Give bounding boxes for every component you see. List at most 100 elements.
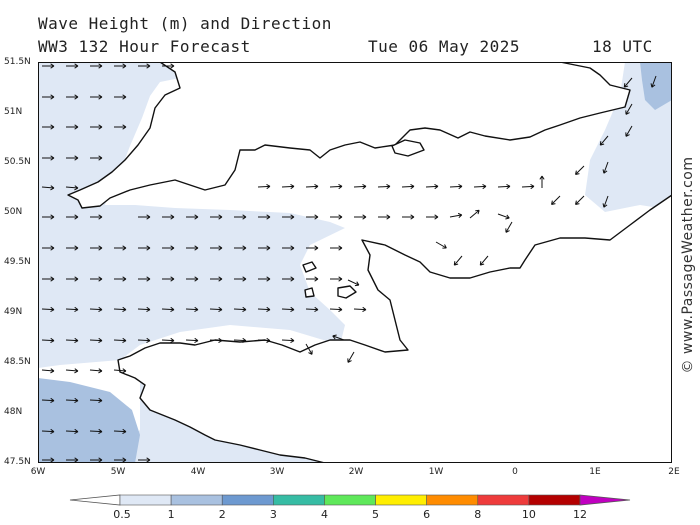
- lat-label: 51N: [4, 107, 23, 117]
- wave-direction-arrow: [90, 155, 103, 161]
- wave-direction-arrow: [330, 245, 343, 251]
- wave-direction-arrow: [66, 214, 79, 220]
- wave-direction-arrow: [453, 255, 463, 266]
- wave-direction-arrow: [114, 276, 127, 282]
- wave-direction-arrow: [161, 306, 175, 313]
- wave-direction-arrow: [138, 457, 151, 463]
- wave-direction-arrow: [282, 245, 295, 251]
- wave-direction-arrow: [539, 175, 545, 188]
- wave-direction-arrow: [161, 337, 175, 344]
- colorbar-label: 8: [474, 508, 482, 521]
- wave-direction-arrow: [138, 214, 151, 220]
- wave-direction-arrow: [378, 214, 391, 220]
- wave-direction-arrow: [41, 428, 55, 435]
- wave-direction-arrow: [185, 306, 199, 313]
- wave-direction-arrow: [66, 155, 79, 161]
- wave-direction-arrow: [377, 183, 391, 190]
- wave-direction-arrow: [114, 94, 127, 100]
- wave-direction-arrow: [305, 343, 313, 355]
- colorbar-cell: [119, 494, 172, 506]
- lon-label: 1E: [589, 467, 601, 477]
- channel-island-alderney: [302, 261, 317, 273]
- wave-direction-arrow: [332, 334, 345, 341]
- wave-direction-arrow: [257, 337, 271, 344]
- wave-direction-arrow: [185, 337, 199, 344]
- wave-direction-arrow: [41, 337, 55, 344]
- wave-direction-arrow: [66, 245, 79, 251]
- wave-direction-arrow: [281, 306, 295, 313]
- wave-direction-arrow: [162, 63, 175, 69]
- wave-direction-arrow: [347, 351, 355, 363]
- lon-label: 3W: [269, 467, 285, 477]
- wave-direction-arrow: [210, 276, 223, 282]
- wave-direction-arrow: [234, 214, 247, 220]
- wave-direction-arrow: [233, 306, 247, 313]
- wave-direction-arrow: [497, 183, 511, 190]
- colorbar-cell: [426, 494, 479, 506]
- wave-direction-arrow: [281, 183, 295, 190]
- lat-label: 49.5N: [4, 257, 31, 267]
- lon-label: 5W: [110, 467, 126, 477]
- wave-direction-arrow: [305, 183, 319, 190]
- lat-label: 49N: [4, 307, 23, 317]
- wave-direction-arrow: [66, 63, 79, 69]
- channel-island-guernsey: [304, 287, 315, 298]
- wave-direction-arrow: [209, 306, 223, 313]
- colorbar-low-triangle: [69, 494, 121, 506]
- wave-direction-arrow: [521, 183, 535, 190]
- colorbar-label: 6: [423, 508, 431, 521]
- wave-direction-arrow: [90, 214, 103, 220]
- lat-label: 50N: [4, 207, 23, 217]
- wave-direction-arrows: [41, 63, 657, 463]
- wave-direction-arrow: [89, 337, 103, 344]
- wave-direction-arrow: [162, 214, 175, 220]
- wave-direction-arrow: [282, 276, 295, 282]
- wave-direction-arrow: [602, 161, 609, 174]
- wave-direction-arrow: [402, 214, 415, 220]
- wave-direction-arrow: [42, 457, 55, 463]
- wave-direction-arrow: [41, 397, 55, 404]
- wave-direction-arrow: [505, 221, 513, 233]
- wave-direction-arrow: [305, 306, 319, 313]
- forecast-model: WW3 132 Hour Forecast: [38, 37, 251, 56]
- lon-label: 0: [512, 467, 518, 477]
- wave-direction-arrow: [426, 214, 439, 220]
- wave-direction-arrow: [66, 94, 79, 100]
- wave-direction-arrow: [575, 195, 585, 205]
- wave-direction-arrow: [65, 428, 79, 435]
- colorbar-cell: [273, 494, 325, 506]
- wave-direction-arrow: [186, 245, 199, 251]
- wave-direction-arrow: [65, 337, 79, 344]
- wave-direction-arrow: [330, 214, 343, 220]
- wave-direction-arrow: [66, 457, 79, 463]
- wave-direction-arrow: [435, 241, 447, 249]
- lon-label: 2W: [348, 467, 364, 477]
- wave-direction-arrow: [66, 276, 79, 282]
- lat-label: 48.5N: [4, 357, 31, 367]
- france-landmass: [117, 194, 672, 463]
- colorbar-label: 0.5: [113, 508, 131, 521]
- wave-direction-arrow: [42, 155, 55, 161]
- wave-direction-arrow: [42, 63, 55, 69]
- wave-direction-arrow: [625, 103, 633, 115]
- wave-direction-arrow: [551, 195, 561, 205]
- forecast-time: 18 UTC: [592, 37, 653, 56]
- wave-direction-arrow: [65, 306, 79, 313]
- wave-direction-arrow: [65, 185, 79, 191]
- wave-height-colorbar: [69, 494, 631, 506]
- wave-direction-arrow: [89, 428, 103, 435]
- wave-direction-arrow: [41, 185, 55, 191]
- wave-direction-arrow: [330, 276, 343, 282]
- channel-island-jersey: [337, 285, 357, 299]
- wave-direction-arrow: [469, 209, 480, 219]
- colorbar-label: 4: [320, 508, 328, 521]
- colorbar-label: 1: [167, 508, 175, 521]
- colorbar-label: 3: [269, 508, 277, 521]
- wave-direction-arrow: [113, 306, 127, 313]
- wave-direction-arrow: [42, 276, 55, 282]
- colorbar-label: 10: [521, 508, 536, 521]
- colorbar-cell: [375, 494, 427, 506]
- wave-direction-arrow: [41, 368, 55, 374]
- wave-direction-arrow: [41, 306, 55, 313]
- lat-label: 50.5N: [4, 157, 31, 167]
